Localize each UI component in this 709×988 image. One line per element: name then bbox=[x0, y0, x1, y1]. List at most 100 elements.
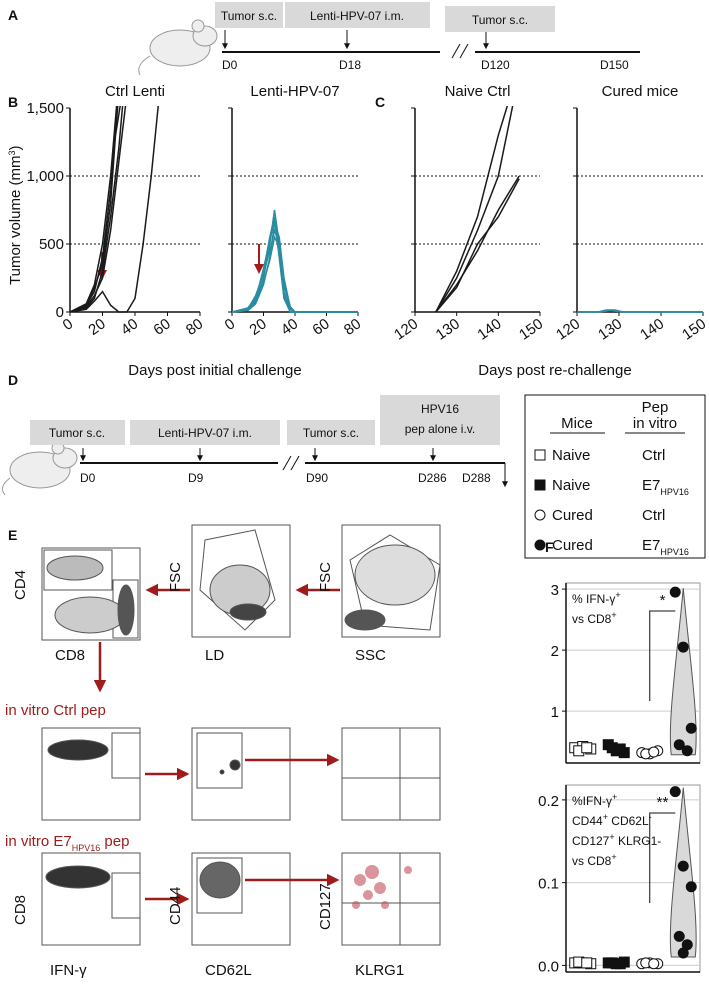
marker bbox=[534, 449, 546, 461]
y-tick-label: 3 bbox=[551, 582, 559, 599]
text-part: KLRG1- bbox=[615, 834, 662, 848]
x-tick-label: 0 bbox=[60, 315, 77, 334]
x-tick-label: 80 bbox=[341, 315, 364, 338]
y-tick-label: 0 bbox=[56, 304, 64, 321]
day-label: D150 bbox=[600, 58, 629, 72]
x-tick-label: 80 bbox=[183, 315, 206, 338]
marker bbox=[648, 746, 660, 758]
text-part: % IFN-γ bbox=[572, 592, 615, 606]
y-tick-label: 1,000 bbox=[26, 168, 64, 185]
text-part: pep bbox=[100, 833, 129, 850]
text-part: vs CD8 bbox=[572, 612, 612, 626]
timeline-d bbox=[30, 394, 706, 559]
axis-label: CD44 bbox=[167, 887, 184, 925]
flow-arrows bbox=[93, 583, 340, 906]
marker bbox=[534, 509, 546, 521]
legend-header: Pep bbox=[642, 399, 669, 416]
day-label: D18 bbox=[339, 58, 361, 72]
legend-pep: Ctrl bbox=[642, 507, 665, 524]
text-part: Ctrl bbox=[642, 447, 665, 464]
x-tick-label: 0 bbox=[222, 315, 239, 334]
axis-label: SSC bbox=[355, 647, 386, 664]
legend-header: Mice bbox=[561, 415, 593, 432]
event-label: Lenti-HPV-07 i.m. bbox=[158, 426, 252, 440]
x-tick-label: 40 bbox=[278, 315, 301, 338]
legend-mice: Naive bbox=[552, 447, 590, 464]
marker bbox=[648, 958, 660, 970]
event-label: Tumor s.c. bbox=[472, 13, 528, 27]
text-part: + bbox=[615, 590, 620, 600]
chart-title: Naive Ctrl bbox=[445, 83, 511, 100]
series-line bbox=[232, 227, 358, 313]
marker bbox=[677, 860, 689, 872]
x-axis-label: Days post initial challenge bbox=[128, 362, 301, 379]
marker bbox=[673, 739, 685, 751]
text-part: - bbox=[649, 812, 652, 822]
day-label: D9 bbox=[188, 471, 204, 485]
series-line bbox=[435, 106, 509, 313]
event-label: pep alone i.v. bbox=[405, 422, 476, 436]
marker bbox=[669, 586, 681, 598]
marker bbox=[677, 641, 689, 653]
x-tick-label: 140 bbox=[474, 315, 504, 343]
text-part: vs CD8 bbox=[572, 854, 612, 868]
legend-pep: E7HPV16 bbox=[642, 477, 689, 497]
text-part: Ctrl bbox=[642, 507, 665, 524]
marker bbox=[677, 947, 689, 959]
series-line bbox=[70, 106, 118, 313]
text-part: HPV16 bbox=[660, 547, 689, 557]
text-part: ) bbox=[7, 146, 24, 151]
panel-label: B bbox=[8, 94, 18, 110]
day-label: D0 bbox=[80, 471, 96, 485]
text-part: E7 bbox=[642, 477, 660, 494]
x-axis-label: Days post re-challenge bbox=[478, 362, 631, 379]
y-axis-label: % IFN-γ+ vs CD8+ bbox=[572, 590, 621, 626]
series-line bbox=[70, 106, 159, 313]
mouse-icon bbox=[1, 441, 78, 496]
flow-plots bbox=[41, 524, 441, 946]
text-part: %IFN-γ bbox=[572, 794, 612, 808]
marker bbox=[681, 745, 693, 757]
x-tick-label: 130 bbox=[595, 315, 625, 343]
series-line bbox=[232, 219, 358, 313]
x-tick-label: 120 bbox=[553, 315, 583, 343]
row-label: in vitro E7HPV16 pep bbox=[5, 833, 129, 853]
event-label: Tumor s.c. bbox=[221, 9, 277, 23]
x-tick-label: 20 bbox=[246, 315, 269, 338]
text-part: 3 bbox=[7, 151, 17, 156]
series-line bbox=[232, 234, 358, 313]
marker bbox=[614, 743, 626, 755]
axis-label: FSC bbox=[317, 562, 334, 592]
event-label: HPV16 bbox=[421, 402, 459, 416]
legend-mice: Cured bbox=[552, 537, 593, 554]
text-part: E7 bbox=[642, 537, 660, 554]
axis-label: CD127 bbox=[317, 883, 334, 930]
panel-label: D bbox=[8, 372, 18, 388]
y-tick-label: 1,500 bbox=[26, 100, 64, 117]
y-axis-label: %IFN-γ+ CD44+ CD62L-CD127+ KLRG1-vs CD8+ bbox=[572, 792, 661, 868]
day-label: D0 bbox=[222, 58, 238, 72]
series-line bbox=[70, 106, 121, 313]
marker bbox=[534, 539, 546, 551]
violin bbox=[669, 588, 697, 756]
marker bbox=[669, 786, 681, 798]
x-tick-label: 120 bbox=[391, 315, 421, 343]
x-tick-label: 60 bbox=[150, 315, 173, 338]
axis-label: CD8 bbox=[12, 895, 29, 925]
x-tick-label: 60 bbox=[309, 315, 332, 338]
series-line bbox=[232, 216, 358, 313]
x-tick-label: 150 bbox=[679, 315, 709, 343]
series-line bbox=[435, 106, 514, 313]
event-label: Tumor s.c. bbox=[49, 426, 105, 440]
x-tick-label: 130 bbox=[433, 315, 463, 343]
event-label: Tumor s.c. bbox=[303, 426, 359, 440]
legend-mice: Naive bbox=[552, 477, 590, 494]
significance: * bbox=[660, 592, 666, 609]
mouse-icon bbox=[138, 19, 218, 76]
legend-pep: E7HPV16 bbox=[642, 537, 689, 557]
day-label: D288 bbox=[462, 471, 491, 485]
axis-label: CD8 bbox=[55, 647, 85, 664]
y-tick-label: 2 bbox=[551, 643, 559, 660]
marker bbox=[534, 479, 546, 491]
row-label: in vitro Ctrl pep bbox=[5, 702, 106, 719]
